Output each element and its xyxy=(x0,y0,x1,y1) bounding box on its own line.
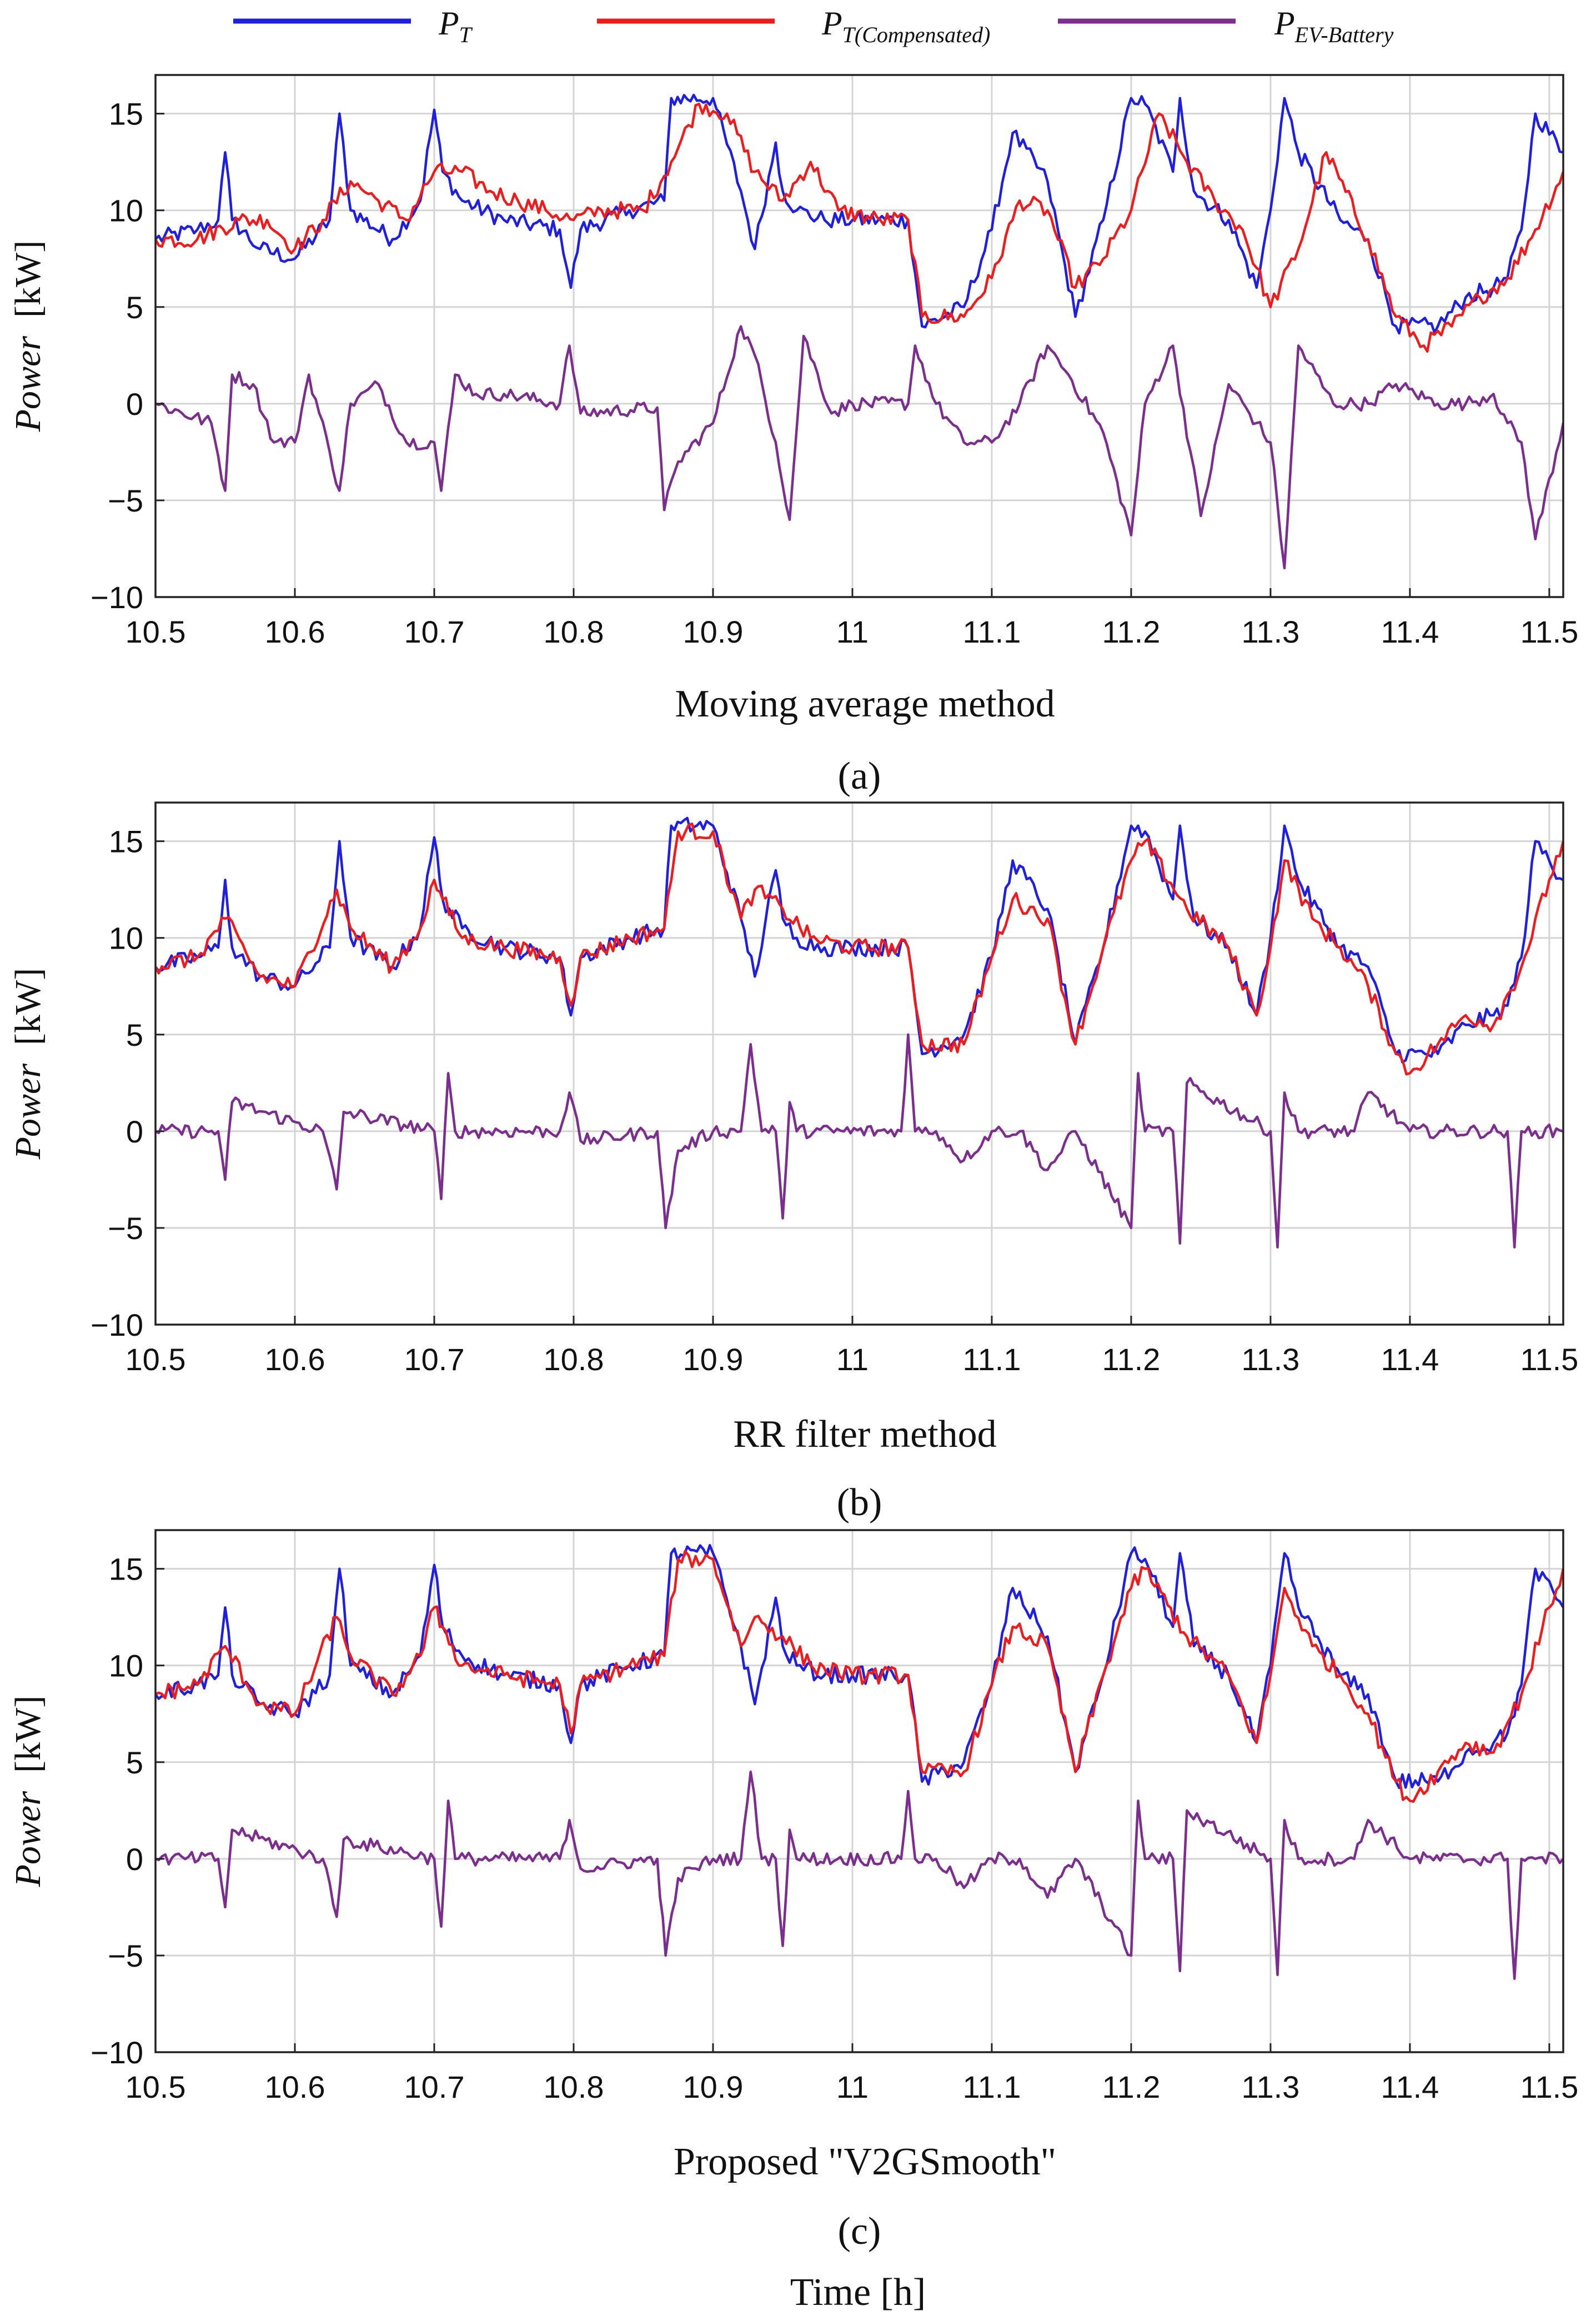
panel-a: 10.5 10.6 10.7 10.8 10.9 11 11.1 11.2 11.3 11.4 11… xyxy=(8,74,1578,798)
series-pt xyxy=(155,93,1563,335)
x-tick-label: 11 xyxy=(836,1342,869,1377)
y-tick-label: 15 xyxy=(109,1552,143,1587)
x-tick-label: 10.8 xyxy=(543,614,604,649)
x-tick-label: 11.5 xyxy=(1520,2069,1578,2104)
legend-label-ev-battery: PEV-Battery xyxy=(1274,5,1394,47)
x-tick-label: 10.5 xyxy=(126,614,186,649)
x-tick-label: 10.6 xyxy=(264,1342,325,1377)
x-tick-label: 11.5 xyxy=(1520,1342,1578,1377)
y-tick-label: 0 xyxy=(126,387,143,422)
panel-c: 10.5 10.6 10.7 10.8 10.9 11 11.1 11.2 11.3 11.4 11… xyxy=(8,1529,1578,2253)
x-tick-label: 10.9 xyxy=(682,614,743,649)
x-axis-label: Proposed "V2GSmooth" xyxy=(674,2140,1056,2183)
y-tick-label: −10 xyxy=(91,2035,143,2070)
x-tick-label: 11.4 xyxy=(1381,614,1439,649)
x-tick-label: 11.3 xyxy=(1241,1342,1299,1377)
y-tick-label: 10 xyxy=(109,193,143,228)
x-tick-label: 11.2 xyxy=(1102,614,1161,649)
x-tick-label: 10.5 xyxy=(126,1342,186,1377)
x-tick-label: 11.2 xyxy=(1102,1342,1161,1377)
legend-label-pt: PT xyxy=(438,5,473,47)
plot-frame xyxy=(154,74,1564,598)
y-tick-label: 0 xyxy=(126,1842,143,1877)
x-tick-label: 11.3 xyxy=(1241,2069,1299,2104)
panel-b: 10.5 10.6 10.7 10.8 10.9 11 11.1 11.2 11.3 11.4 11… xyxy=(8,801,1578,1524)
x-tick-label: 10.6 xyxy=(264,614,325,649)
series-ev-battery xyxy=(155,1033,1563,1249)
x-tick-label: 11.4 xyxy=(1381,1342,1439,1377)
panel-caption: (c) xyxy=(838,2210,881,2253)
x-tick-label: 11.1 xyxy=(963,2069,1021,2104)
series-pt-compensated xyxy=(155,823,1563,1076)
x-tick-label: 10.7 xyxy=(404,1342,464,1377)
panel-caption: (b) xyxy=(837,1481,882,1524)
legend: PT PT(Compensated) PEV-Battery xyxy=(233,5,1394,47)
x-axis-label: Moving average method xyxy=(675,683,1055,725)
y-axis-label: Power [kW] xyxy=(8,240,48,433)
series-pt xyxy=(155,816,1563,1064)
x-tick-label: 10.5 xyxy=(126,2069,186,2104)
series-pt-compensated xyxy=(155,1550,1563,1803)
series-pt-compensated xyxy=(155,102,1563,353)
y-tick-label: 0 xyxy=(126,1114,143,1149)
x-tick-label: 11.1 xyxy=(963,1342,1021,1377)
y-tick-label: 5 xyxy=(126,290,143,325)
panel-caption: (a) xyxy=(838,755,881,798)
series-ev-battery xyxy=(155,1770,1563,1980)
y-tick-label: 10 xyxy=(109,921,143,956)
plot-frame xyxy=(154,801,1564,1326)
x-tick-label: 10.6 xyxy=(264,2069,325,2104)
legend-label-pt-compensated: PT(Compensated) xyxy=(821,5,990,47)
y-tick-label: −5 xyxy=(108,483,143,518)
x-tick-label: 11.3 xyxy=(1241,614,1299,649)
x-tick-label: 11.5 xyxy=(1520,614,1578,649)
y-tick-label: −10 xyxy=(91,580,143,615)
y-tick-label: 15 xyxy=(109,824,143,859)
series-pt xyxy=(155,1543,1563,1789)
y-tick-label: −5 xyxy=(108,1938,143,1973)
x-tick-label: 11.1 xyxy=(963,614,1021,649)
x-tick-label: 10.8 xyxy=(543,2069,604,2104)
y-tick-label: 5 xyxy=(126,1017,143,1052)
x-axis-label: RR filter method xyxy=(733,1413,996,1456)
x-tick-label: 11.4 xyxy=(1381,2069,1439,2104)
x-tick-label: 11.2 xyxy=(1102,2069,1161,2104)
y-axis-label: Power [kW] xyxy=(8,1696,48,1888)
series-ev-battery xyxy=(155,325,1563,570)
y-tick-label: −5 xyxy=(108,1211,143,1246)
x-tick-label: 10.7 xyxy=(404,614,464,649)
time-axis-label: Time [h] xyxy=(790,2271,926,2314)
x-tick-label: 10.7 xyxy=(404,2069,464,2104)
y-tick-label: 5 xyxy=(126,1745,143,1780)
x-tick-label: 11 xyxy=(836,2069,869,2104)
x-tick-label: 10.8 xyxy=(543,1342,604,1377)
x-tick-label: 10.9 xyxy=(682,1342,743,1377)
y-tick-label: 15 xyxy=(109,97,143,132)
x-tick-label: 11 xyxy=(836,614,869,649)
y-tick-label: 10 xyxy=(109,1648,143,1683)
y-tick-label: −10 xyxy=(91,1307,143,1342)
x-tick-label: 10.9 xyxy=(682,2069,743,2104)
y-axis-label: Power [kW] xyxy=(8,968,48,1160)
plot-frame xyxy=(154,1529,1564,2053)
